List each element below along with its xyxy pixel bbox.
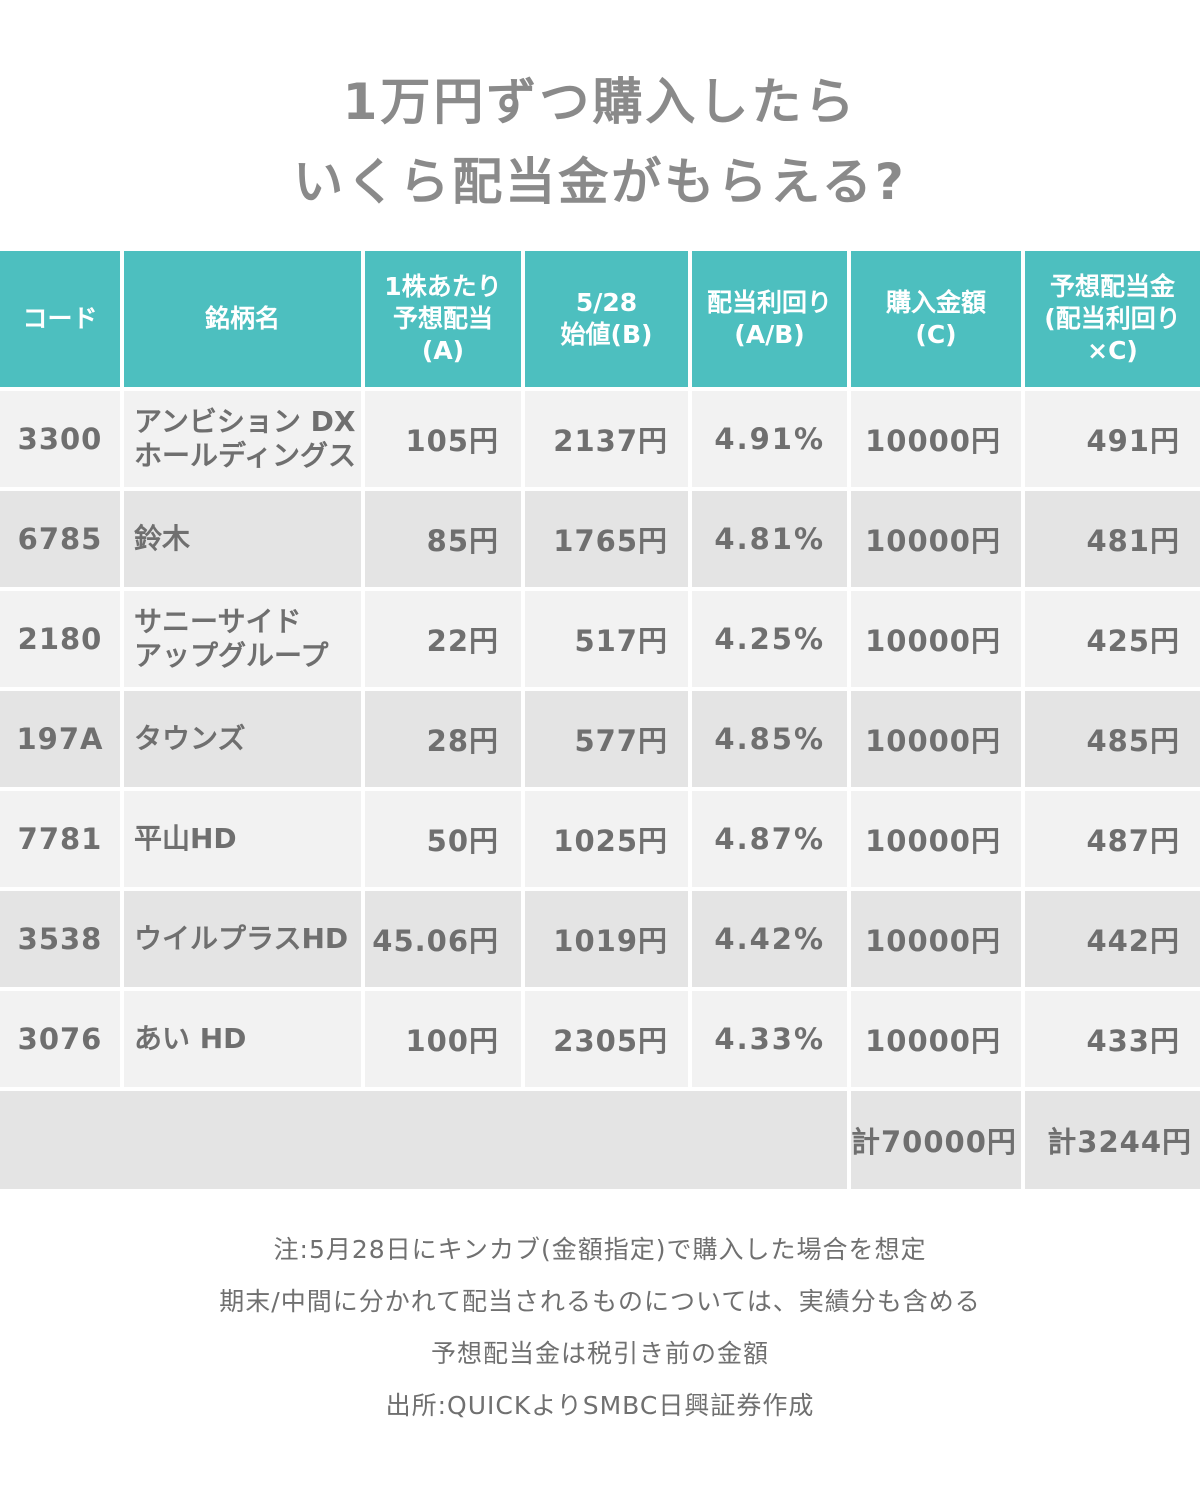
cell-expected: 425円: [1021, 587, 1200, 691]
cell-dividend: 85円: [361, 487, 525, 591]
cell-dividend: 100円: [361, 987, 525, 1091]
cell-dividend: 45.06円: [361, 887, 525, 991]
table-row: 197A タウンズ 28円 577円 4.85% 10000円 485円: [0, 687, 1200, 791]
cell-price: 577円: [521, 687, 692, 791]
cell-yield: 4.85%: [688, 687, 851, 791]
footnote: 予想配当金は税引き前の金額: [430, 1339, 769, 1368]
footnote: 期末/中間に分かれて配当されるものについては、実績分も含める: [219, 1287, 981, 1316]
cell-name: あい HD: [120, 987, 365, 1091]
cell-price: 1019円: [521, 887, 692, 991]
cell-expected: 491円: [1021, 387, 1200, 491]
table-header-row: コード 銘柄名 1株あたり 予想配当 (A) 5/28 始値(B) 配当利回り …: [0, 247, 1200, 391]
table-row: 3076 あい HD 100円 2305円 4.33% 10000円 433円: [0, 987, 1200, 1091]
cell-yield: 4.87%: [688, 787, 851, 891]
cell-yield: 4.33%: [688, 987, 851, 1091]
header-code: コード: [0, 247, 124, 391]
table-row: 3300 アンビション DX ホールディングス 105円 2137円 4.91%…: [0, 387, 1200, 491]
header-price: 5/28 始値(B): [521, 247, 692, 391]
cell-dividend: 50円: [361, 787, 525, 891]
cell-amount: 10000円: [847, 387, 1025, 491]
total-amount: 計70000円: [847, 1087, 1025, 1189]
total-expected: 計3244円: [1021, 1087, 1200, 1189]
header-amount: 購入金額 (C): [847, 247, 1025, 391]
cell-yield: 4.42%: [688, 887, 851, 991]
cell-code: 3300: [0, 387, 124, 491]
cell-code: 3076: [0, 987, 124, 1091]
cell-name: アンビション DX ホールディングス: [120, 387, 365, 491]
cell-dividend: 22円: [361, 587, 525, 691]
cell-amount: 10000円: [847, 687, 1025, 791]
cell-amount: 10000円: [847, 487, 1025, 591]
cell-yield: 4.91%: [688, 387, 851, 491]
cell-expected: 485円: [1021, 687, 1200, 791]
table-row: 3538 ウイルプラスHD 45.06円 1019円 4.42% 10000円 …: [0, 887, 1200, 991]
cell-price: 517円: [521, 587, 692, 691]
cell-amount: 10000円: [847, 787, 1025, 891]
header-dividend: 1株あたり 予想配当 (A): [361, 247, 525, 391]
title-line-1: 1万円ずつ購入したら: [342, 73, 858, 131]
cell-yield: 4.25%: [688, 587, 851, 691]
cell-code: 2180: [0, 587, 124, 691]
cell-expected: 481円: [1021, 487, 1200, 591]
header-name: 銘柄名: [120, 247, 365, 391]
page-title: 1万円ずつ購入したら いくら配当金がもらえる?: [0, 62, 1200, 222]
cell-name: タウンズ: [120, 687, 365, 791]
table-row: 6785 鈴木 85円 1765円 4.81% 10000円 481円: [0, 487, 1200, 591]
table-row: 2180 サニーサイド アップグループ 22円 517円 4.25% 10000…: [0, 587, 1200, 691]
cell-amount: 10000円: [847, 587, 1025, 691]
cell-code: 7781: [0, 787, 124, 891]
cell-expected: 487円: [1021, 787, 1200, 891]
title-line-2: いくら配当金がもらえる?: [293, 153, 907, 211]
cell-dividend: 105円: [361, 387, 525, 491]
cell-price: 2305円: [521, 987, 692, 1091]
cell-code: 6785: [0, 487, 124, 591]
footnote: 注:5月28日にキンカブ(金額指定)で購入した場合を想定: [273, 1235, 927, 1264]
footnotes: 注:5月28日にキンカブ(金額指定)で購入した場合を想定 期末/中間に分かれて配…: [0, 1224, 1200, 1432]
dividend-table: コード 銘柄名 1株あたり 予想配当 (A) 5/28 始値(B) 配当利回り …: [0, 247, 1200, 1189]
header-yield: 配当利回り (A/B): [688, 247, 851, 391]
cell-expected: 433円: [1021, 987, 1200, 1091]
cell-price: 1765円: [521, 487, 692, 591]
cell-name: サニーサイド アップグループ: [120, 587, 365, 691]
cell-name: ウイルプラスHD: [120, 887, 365, 991]
cell-yield: 4.81%: [688, 487, 851, 591]
cell-name: 鈴木: [120, 487, 365, 591]
cell-code: 3538: [0, 887, 124, 991]
header-expected: 予想配当金 (配当利回り ×C): [1021, 247, 1200, 391]
cell-dividend: 28円: [361, 687, 525, 791]
cell-code: 197A: [0, 687, 124, 791]
total-spacer: [0, 1087, 851, 1189]
table-row: 7781 平山HD 50円 1025円 4.87% 10000円 487円: [0, 787, 1200, 891]
cell-name: 平山HD: [120, 787, 365, 891]
footnote-source: 出所:QUICKよりSMBC日興証券作成: [385, 1391, 815, 1420]
cell-price: 2137円: [521, 387, 692, 491]
total-row: 計70000円 計3244円: [0, 1087, 1200, 1189]
cell-expected: 442円: [1021, 887, 1200, 991]
cell-amount: 10000円: [847, 987, 1025, 1091]
cell-price: 1025円: [521, 787, 692, 891]
cell-amount: 10000円: [847, 887, 1025, 991]
